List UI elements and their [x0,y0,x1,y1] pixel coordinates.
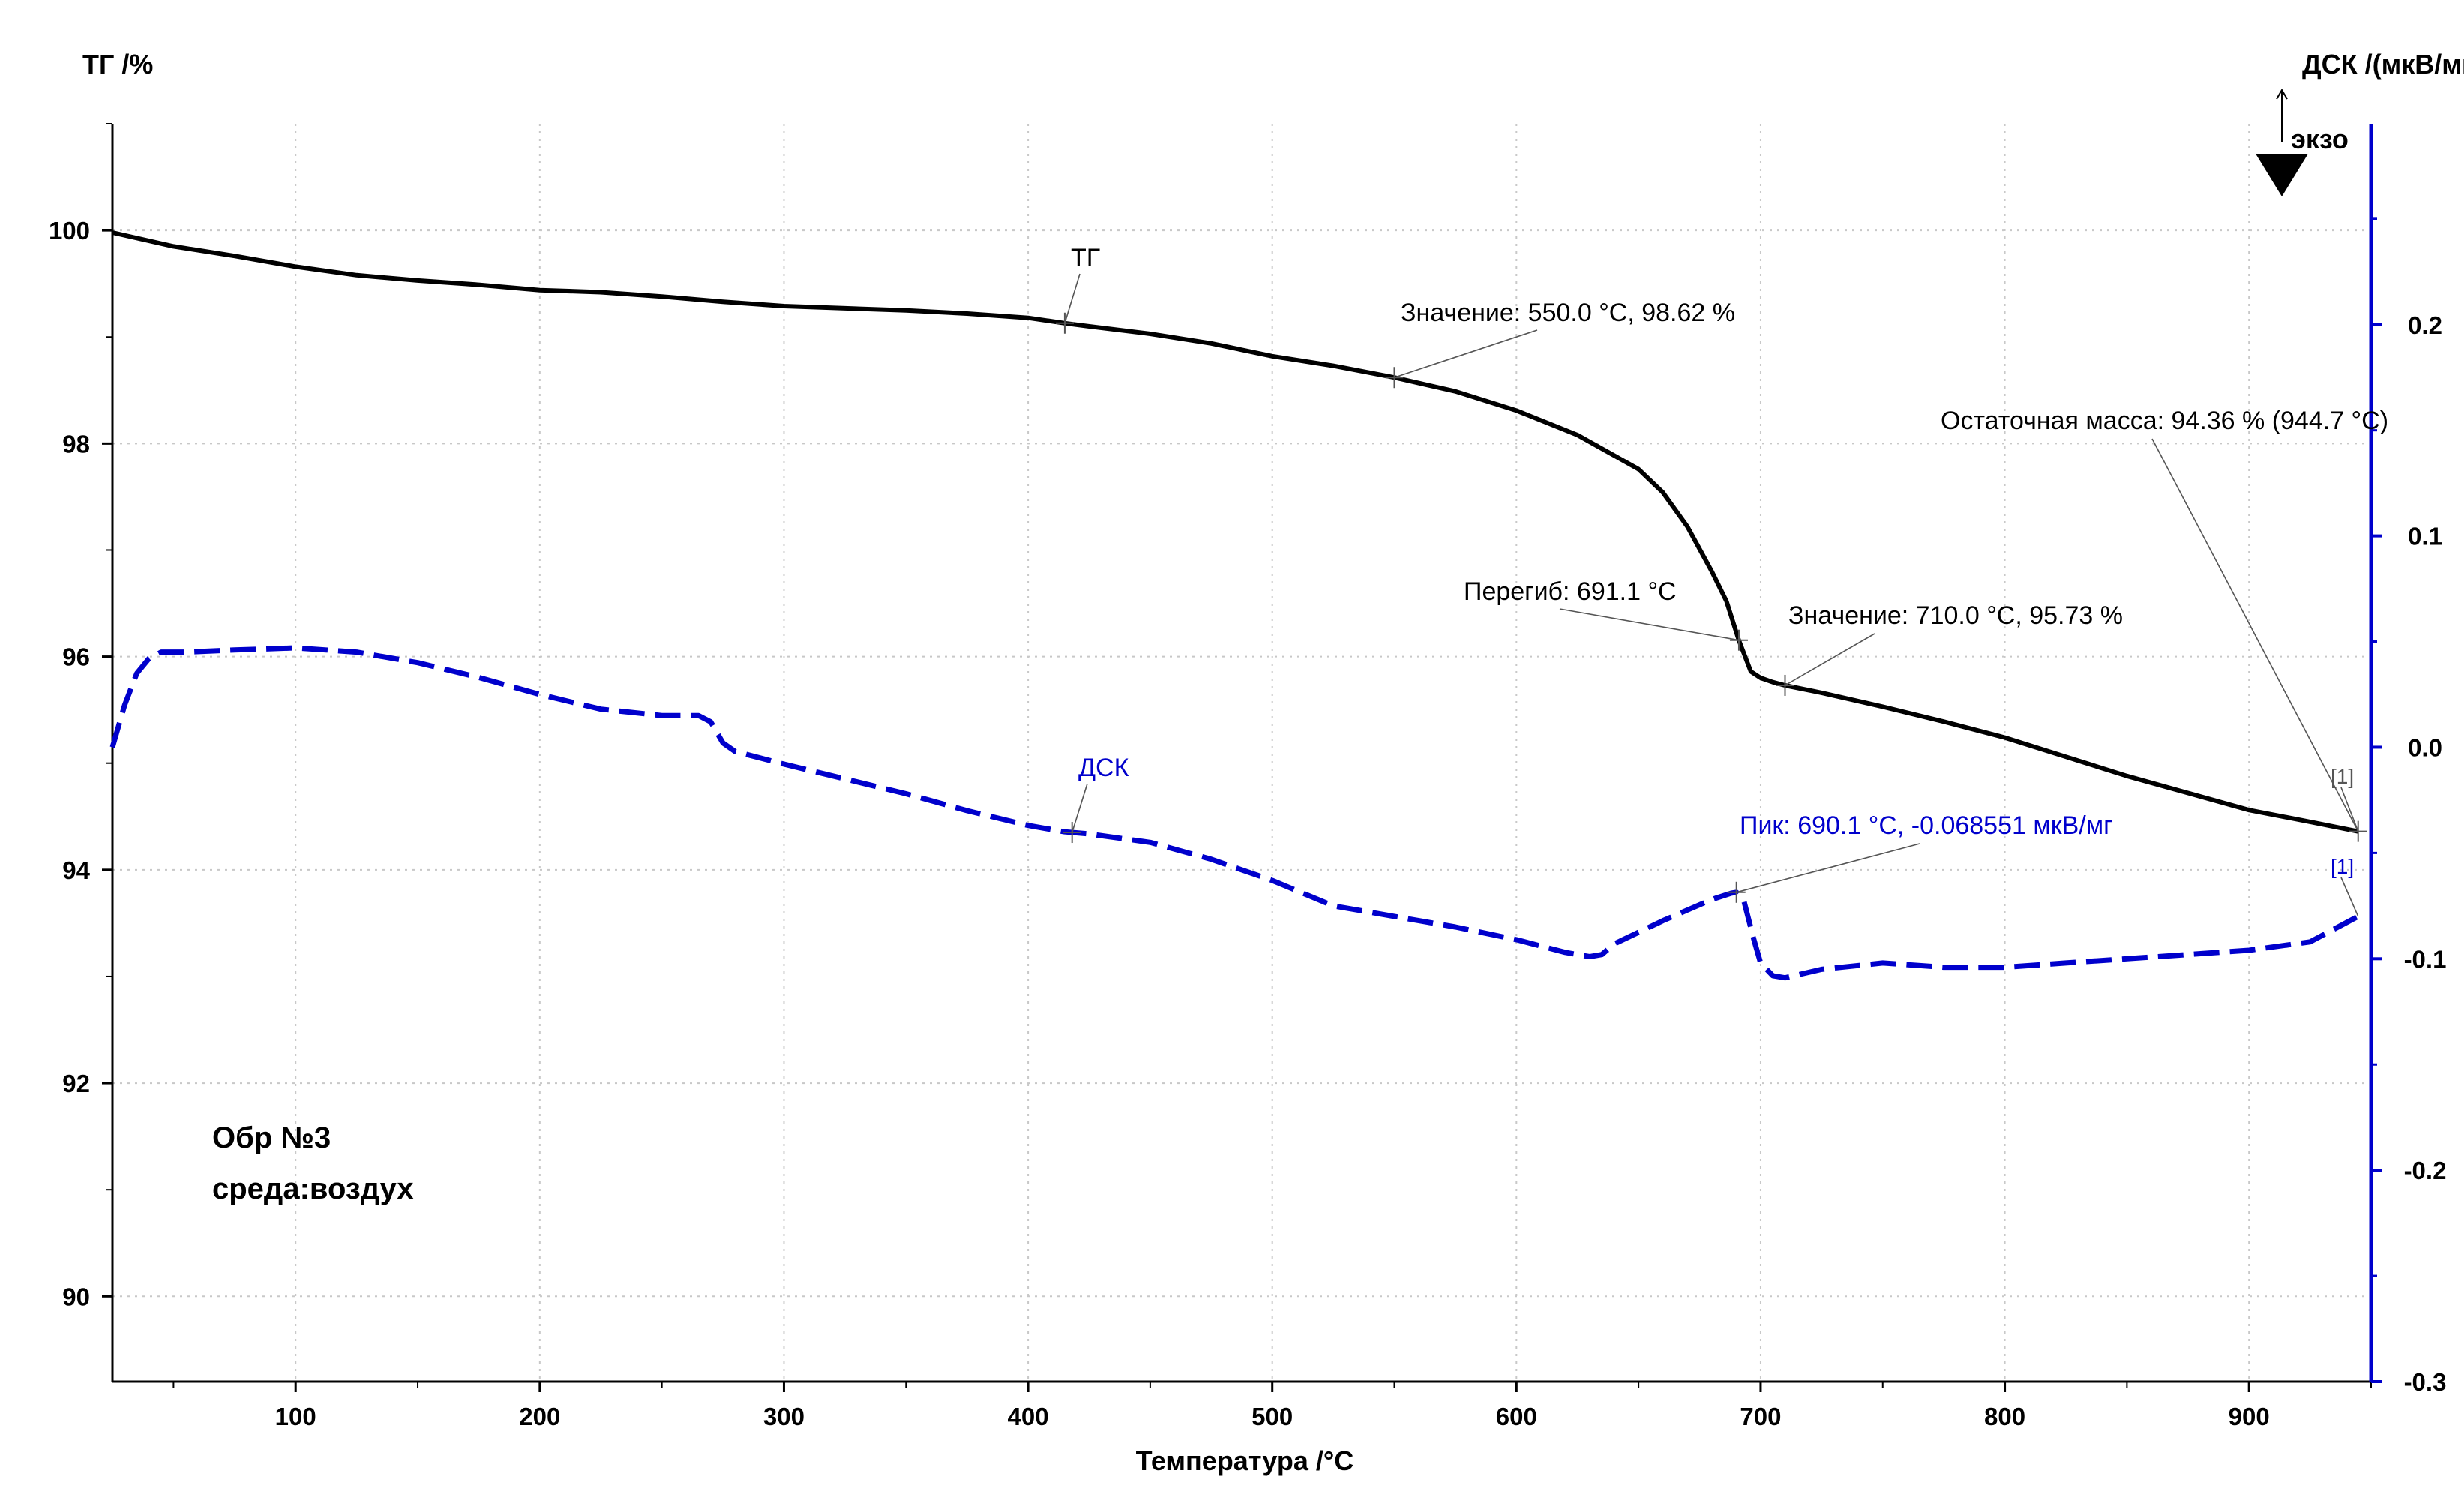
leader-value-550 [1394,329,1538,379]
y-left-tick-label-92: 92 [62,1070,90,1097]
y-right-tick-label: -0.2 [2404,1156,2447,1184]
sample-environment: среда:воздух [212,1172,414,1205]
y-left-tick-label-100: 100 [49,217,90,244]
annotation-marker-dsc: [1] [2331,855,2354,878]
x-tick-label-200: 200 [519,1402,560,1430]
annotation-inflection: Перегиб: 691.1 °C [1464,578,1677,606]
y-left-tick-label-98: 98 [62,430,90,458]
leader-dsc-label [1071,783,1088,833]
series-line-dsc [109,645,2360,981]
x-tick-label-900: 900 [2229,1402,2270,1430]
grid-lines [112,124,2371,1382]
x-axis-title: Температура /°C [1136,1445,1354,1476]
y-right-tick-label: 0.0 [2408,734,2442,761]
x-tick-label-500: 500 [1251,1402,1293,1430]
series-line-tg [112,230,2359,834]
sample-name: Обр №3 [212,1121,331,1154]
series-layer [109,230,2360,981]
annotation-peak: Пик: 690.1 °C, -0.068551 мкВ/мг [1740,812,2113,840]
leader-tg-label [1064,273,1081,323]
y-right-tick-label: -0.3 [2404,1368,2447,1396]
annotation-value-710: Значение: 710.0 °C, 95.73 % [1788,602,2123,630]
leader-marker-tg [2340,787,2359,832]
x-tick-label-300: 300 [763,1402,805,1430]
y-right-axis-title: ДСК /(мкВ/мг) [2302,49,2464,80]
x-tick-label-100: 100 [275,1402,316,1430]
tick-marks [102,123,2382,1392]
y-right-tick-label: 0.1 [2408,523,2442,550]
annotation-value-550: Значение: 550.0 °C, 98.62 % [1401,298,1735,327]
x-tick-label-800: 800 [1984,1402,2025,1430]
annotation-layer [1055,273,2367,917]
exo-label: экзо [2291,124,2349,154]
tick-labels: 100 200 300 400 500 600 700 800 900 90 92 94 96 98 100… [49,217,2447,1430]
leader-marker-dsc [2340,877,2359,917]
y-left-tick-label-94: 94 [62,856,90,884]
leader-residual-mass [2151,438,2359,832]
y-right-tick-label: 0.2 [2408,311,2442,339]
y-right-tick-label: -0.1 [2404,945,2447,973]
exo-arrow-icon [2256,88,2308,196]
x-tick-label-700: 700 [1740,1402,1781,1430]
x-tick-label-400: 400 [1008,1402,1049,1430]
x-tick-label-600: 600 [1496,1402,1537,1430]
y-left-tick-label-90: 90 [62,1282,90,1310]
leader-value-710 [1785,633,1875,686]
annotation-residual-mass: Остаточная масса: 94.36 % (944.7 °C) [1941,406,2388,435]
y-left-tick-label-96: 96 [62,644,90,671]
series-label-dsc: ДСК [1078,754,1129,782]
y-left-axis-title: ТГ /% [82,49,153,80]
annotation-marker-tg: [1] [2331,765,2354,788]
leader-peak [1736,843,1920,893]
leader-inflection [1559,608,1740,641]
series-label-tg: ТГ [1071,244,1100,272]
